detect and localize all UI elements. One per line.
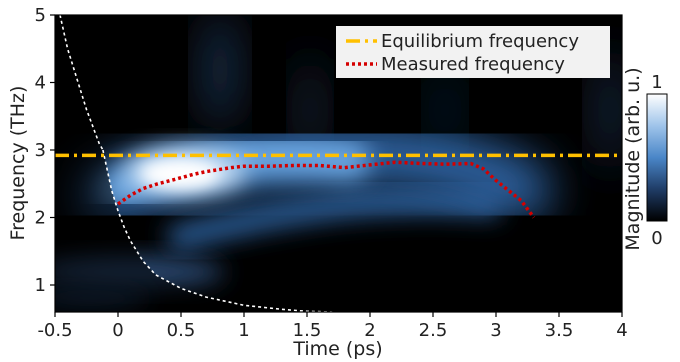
colorbar-label: Magnitude (arb. u.) xyxy=(622,67,644,250)
x-tick-label: 1 xyxy=(238,320,249,341)
y-axis-title: Frequency (THz) xyxy=(7,86,29,241)
legend-label-measured: Measured frequency xyxy=(381,54,565,75)
y-tick-label: 1 xyxy=(35,275,46,296)
x-tick-label: 3.5 xyxy=(545,320,574,341)
y-tick-label: 3 xyxy=(35,140,46,161)
y-tick-label: 4 xyxy=(35,73,46,94)
x-tick-label: 4 xyxy=(616,320,627,341)
y-axis: 1 2 3 4 5 xyxy=(35,5,55,296)
x-tick-label: 0.5 xyxy=(167,320,196,341)
legend: Equilibrium frequency Measured frequency xyxy=(336,26,610,78)
colorbar-gradient xyxy=(647,94,667,221)
x-axis: -0.5 0 0.5 1 1.5 2 2.5 3 3.5 4 xyxy=(37,312,627,341)
colorbar-tick-max: 1 xyxy=(651,72,662,93)
x-tick-label: 0 xyxy=(112,320,123,341)
x-tick-label: 3 xyxy=(490,320,501,341)
heatmap-peak-core xyxy=(142,160,218,188)
x-axis-title: Time (ps) xyxy=(292,338,382,360)
x-tick-label: 2.5 xyxy=(419,320,448,341)
colorbar-tick-min: 0 xyxy=(651,228,662,249)
y-tick-label: 2 xyxy=(35,208,46,229)
x-tick-label: -0.5 xyxy=(37,320,72,341)
y-tick-label: 5 xyxy=(35,5,46,26)
legend-label-equilibrium: Equilibrium frequency xyxy=(381,31,579,52)
colorbar: 1 0 Magnitude (arb. u.) xyxy=(622,67,667,250)
heatmap-spike xyxy=(204,10,236,130)
